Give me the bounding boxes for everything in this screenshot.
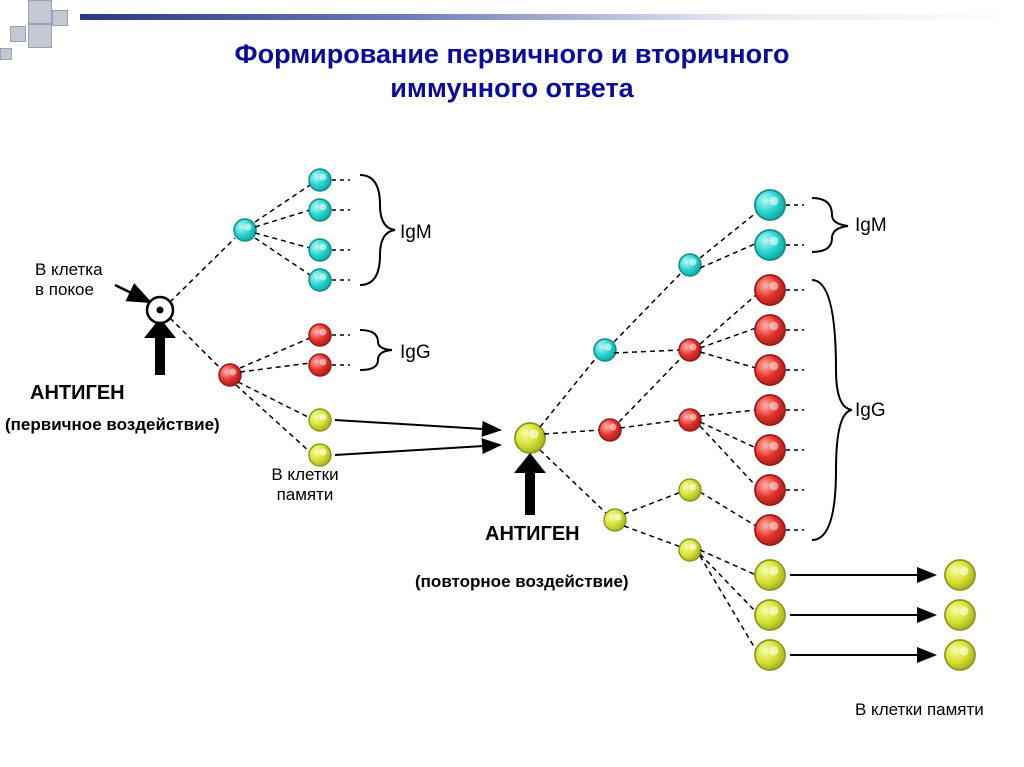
yellow-cell: [755, 640, 785, 670]
edge: [170, 318, 220, 368]
cyan-cell: [309, 199, 331, 221]
antigen-arrow-2: [514, 453, 546, 515]
red-cell: [755, 275, 785, 305]
yellow-cell: [515, 423, 545, 453]
yellow-cell: [604, 509, 626, 531]
brace-igg-2: [812, 280, 852, 540]
arrow-memory-1: [335, 420, 500, 430]
cyan-cell: [309, 239, 331, 261]
yellow-cell: [679, 539, 701, 561]
red-cell: [679, 339, 701, 361]
immune-response-diagram: [0, 120, 1024, 760]
cyan-cell: [309, 169, 331, 191]
red-cell: [755, 475, 785, 505]
cyan-cell: [594, 339, 616, 361]
yellow-cell: [945, 640, 975, 670]
cyan-cell: [234, 219, 256, 241]
arrow-memory-2: [335, 445, 500, 455]
page-title: Формирование первичного и вторичного имм…: [0, 38, 1024, 106]
brace-igm-2: [812, 198, 848, 252]
yellow-cell: [679, 479, 701, 501]
cyan-cell: [309, 269, 331, 291]
red-cell: [755, 355, 785, 385]
brace-igg-1: [360, 330, 392, 370]
yellow-cell: [309, 444, 331, 466]
red-cell: [755, 515, 785, 545]
title-line1: Формирование первичного и вторичного: [235, 39, 790, 69]
cyan-cell: [755, 190, 785, 220]
red-cell: [755, 435, 785, 465]
yellow-cell: [945, 600, 975, 630]
red-cell: [679, 409, 701, 431]
brace-igm-1: [360, 175, 395, 285]
antigen-arrow-1: [144, 318, 176, 375]
yellow-cell: [309, 409, 331, 431]
red-cell: [599, 419, 621, 441]
cyan-cell: [755, 230, 785, 260]
yellow-cell: [945, 560, 975, 590]
header-gradient: [80, 14, 1024, 20]
arrow-label-bcell: [115, 285, 150, 302]
title-line2: иммунного ответа: [390, 73, 633, 103]
red-cell: [309, 354, 331, 376]
red-cell: [755, 395, 785, 425]
yellow-cell: [755, 600, 785, 630]
red-cell: [309, 324, 331, 346]
naive-b-cell-nucleus: [157, 307, 164, 314]
red-cell: [219, 364, 241, 386]
edge: [170, 238, 235, 302]
yellow-cell: [755, 560, 785, 590]
cyan-cell: [679, 254, 701, 276]
red-cell: [755, 315, 785, 345]
